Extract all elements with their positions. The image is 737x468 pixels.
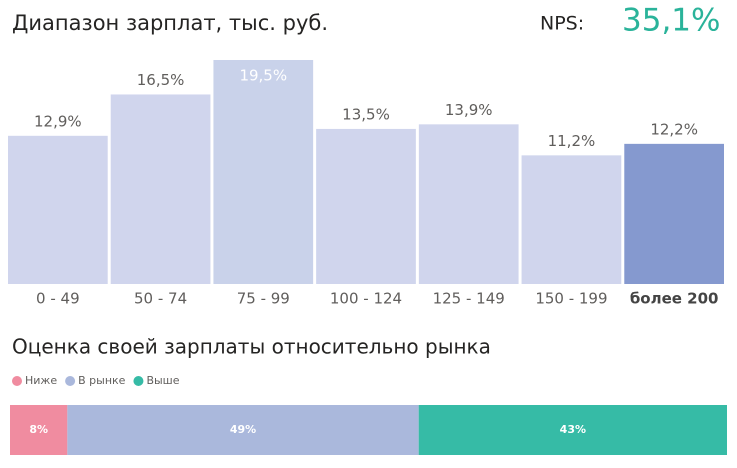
bar-segment: [67, 405, 419, 455]
data-label: 13,5%: [342, 105, 390, 123]
x-tick-label: 0 - 49: [36, 290, 80, 308]
bar-segment: [418, 405, 727, 455]
x-tick-label: 75 - 99: [237, 290, 290, 308]
bar: [110, 94, 211, 284]
data-label: 49%: [230, 423, 256, 436]
bar: [213, 60, 314, 284]
data-label: 11,2%: [548, 132, 596, 150]
data-label: 43%: [560, 423, 586, 436]
bar-segment: [10, 405, 68, 455]
data-label: 19,5%: [239, 67, 287, 85]
bar: [418, 124, 519, 284]
x-tick-label: 150 - 199: [535, 290, 607, 308]
x-tick-label: 125 - 149: [433, 290, 505, 308]
data-label: 13,9%: [445, 101, 493, 119]
legend-label: Выше: [146, 374, 179, 387]
bar: [624, 143, 724, 284]
data-label: 16,5%: [137, 71, 185, 89]
x-tick-label: 50 - 74: [134, 290, 187, 308]
chart-title: Диапазон зарплат, тыс. руб.: [12, 11, 328, 35]
legend-label: Ниже: [25, 374, 57, 387]
legend-label: В рынке: [78, 374, 126, 387]
legend-swatch: [12, 376, 22, 386]
legend-swatch: [133, 376, 144, 386]
kpi-label: NPS:: [540, 13, 584, 35]
legend-swatch: [65, 376, 76, 386]
kpi-value: 35,1%: [622, 3, 720, 39]
bar: [521, 155, 622, 284]
chart-title: Оценка своей зарплаты относительно рынка: [12, 335, 491, 359]
x-tick-label: более 200: [630, 290, 719, 308]
data-label: 12,2%: [650, 120, 698, 138]
bar: [8, 135, 108, 284]
data-label: 12,9%: [34, 112, 82, 130]
data-label: 8%: [29, 423, 48, 436]
bar: [316, 128, 416, 284]
x-tick-label: 100 - 124: [330, 290, 402, 308]
